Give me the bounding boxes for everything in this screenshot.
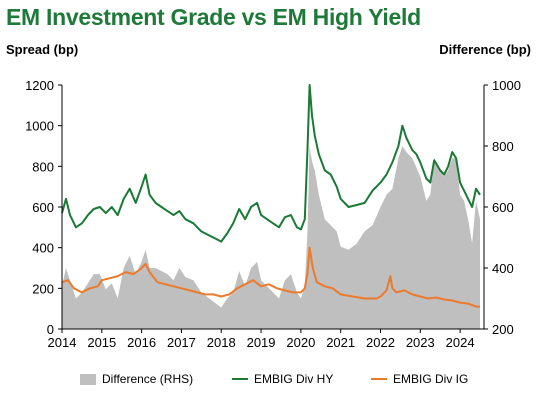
x-tick-label: 2017: [167, 335, 196, 350]
x-tick-label: 2015: [87, 335, 116, 350]
left-axis-title: Spread (bp): [6, 42, 79, 57]
series-line-ig: [61, 246, 480, 308]
right-tick-label: 800: [492, 139, 514, 154]
line-layer: [61, 84, 481, 308]
right-tick-label: 400: [492, 261, 514, 276]
x-tick-label: 2021: [326, 335, 355, 350]
axis-layer: 0 200 400 600 800 1000 1200 200 400 600 800 1000 201…: [25, 78, 521, 350]
legend-swatch-ig: [371, 378, 387, 380]
right-tick-label: 200: [492, 322, 514, 337]
x-tick-label: 2024: [446, 335, 475, 350]
legend-swatch-difference: [80, 373, 96, 385]
difference-area: [62, 146, 481, 329]
x-tick-label: 2019: [247, 335, 276, 350]
legend-label-ig: EMBIG Div IG: [393, 372, 469, 386]
x-tick-label: 2014: [48, 335, 77, 350]
left-tick-label: 1200: [25, 78, 54, 93]
series-line-hy: [61, 84, 481, 243]
chart-title: EM Investment Grade vs EM High Yield: [6, 4, 421, 30]
left-tick-label: 800: [32, 159, 54, 174]
left-tick-label: 200: [32, 281, 54, 296]
legend-item-ig: EMBIG Div IG: [371, 372, 468, 386]
left-tick-label: 400: [32, 241, 54, 256]
right-axis-title: Difference (bp): [439, 42, 531, 57]
x-tick-label: 2020: [286, 335, 315, 350]
x-tick-label: 2022: [366, 335, 395, 350]
x-tick-label: 2023: [406, 335, 435, 350]
legend: Difference (RHS) EMBIG Div HY EMBIG Div …: [0, 372, 545, 394]
chart-plot: 0 200 400 600 800 1000 1200 200 400 600 800 1000 201…: [25, 78, 521, 350]
difference-area-layer: [62, 146, 481, 329]
left-tick-label: 0: [47, 322, 54, 337]
x-tick-label: 2016: [127, 335, 156, 350]
legend-item-difference: Difference (RHS): [80, 372, 193, 386]
legend-label-difference: Difference (RHS): [102, 372, 194, 386]
legend-label-hy: EMBIG Div HY: [254, 372, 334, 386]
left-tick-label: 600: [32, 200, 54, 215]
x-tick-label: 2018: [207, 335, 236, 350]
legend-item-hy: EMBIG Div HY: [232, 372, 333, 386]
legend-swatch-hy: [232, 378, 248, 380]
right-tick-label: 1000: [492, 78, 521, 93]
left-tick-label: 1000: [25, 119, 54, 134]
right-tick-label: 600: [492, 200, 514, 215]
